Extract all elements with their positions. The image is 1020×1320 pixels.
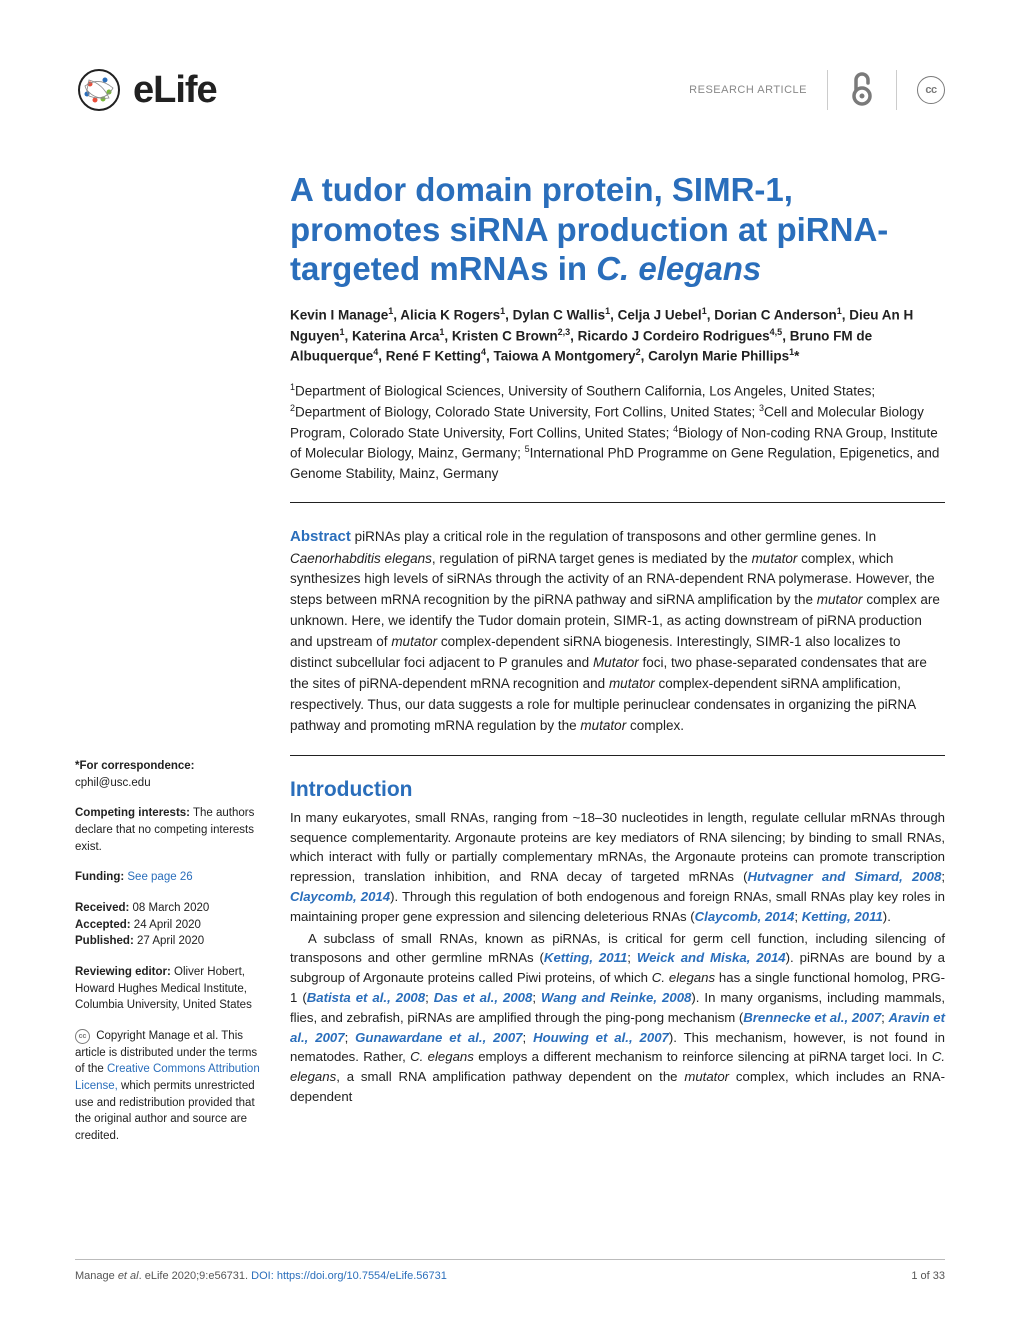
intro-para-2: A subclass of small RNAs, known as piRNA… (290, 929, 945, 1107)
elife-logo-icon (75, 66, 123, 114)
cc-small-icon: cc (75, 1029, 90, 1044)
intro-body: In many eukaryotes, small RNAs, ranging … (290, 808, 945, 1107)
abstract-text: piRNAs play a critical role in the regul… (290, 529, 940, 733)
header-right: RESEARCH ARTICLE cc (689, 68, 945, 113)
abstract-label: Abstract (290, 528, 351, 545)
received-label: Received: (75, 902, 129, 914)
section-label: RESEARCH ARTICLE (689, 84, 807, 96)
copyright-text: Copyright Manage et al. This article is … (75, 1030, 260, 1142)
journal-name: eLife (133, 69, 217, 112)
competing-label: Competing interests: (75, 807, 190, 819)
page-number: 1 of 33 (911, 1270, 945, 1282)
funding-label: Funding: (75, 871, 124, 883)
received-date: 08 March 2020 (129, 902, 209, 914)
page-header: eLife RESEARCH ARTICLE cc (75, 60, 945, 120)
sidebar-metadata: *For correspondence: cphil@usc.edu Compet… (75, 170, 260, 1159)
abstract: Abstract piRNAs play a critical role in … (290, 525, 945, 737)
divider (827, 70, 828, 110)
journal-logo: eLife (75, 66, 217, 114)
accepted-label: Accepted: (75, 919, 131, 931)
article-title: A tudor domain protein, SIMR-1, promotes… (290, 170, 945, 289)
funding-link[interactable]: See page 26 (124, 871, 192, 883)
editor-label: Reviewing editor: (75, 966, 171, 978)
correspondence-label: *For correspondence: (75, 760, 195, 772)
doi-link[interactable]: DOI: https://doi.org/10.7554/eLife.56731 (251, 1270, 447, 1282)
divider (896, 70, 897, 110)
correspondence-email[interactable]: cphil@usc.edu (75, 777, 151, 789)
intro-heading: Introduction (290, 778, 945, 802)
affiliation-list: 1Department of Biological Sciences, Univ… (290, 381, 945, 484)
page-footer: Manage et al. eLife 2020;9:e56731. DOI: … (75, 1259, 945, 1282)
open-access-icon (848, 68, 876, 113)
main-content: A tudor domain protein, SIMR-1, promotes… (290, 170, 945, 1159)
accepted-date: 24 April 2020 (131, 919, 201, 931)
rule (290, 755, 945, 756)
published-label: Published: (75, 935, 134, 947)
author-list: Kevin I Manage1, Alicia K Rogers1, Dylan… (290, 305, 945, 367)
cc-license-icon: cc (917, 76, 945, 104)
published-date: 27 April 2020 (134, 935, 204, 947)
footer-citation: Manage et al. eLife 2020;9:e56731. DOI: … (75, 1270, 447, 1282)
rule (290, 502, 945, 503)
intro-para-1: In many eukaryotes, small RNAs, ranging … (290, 808, 945, 927)
